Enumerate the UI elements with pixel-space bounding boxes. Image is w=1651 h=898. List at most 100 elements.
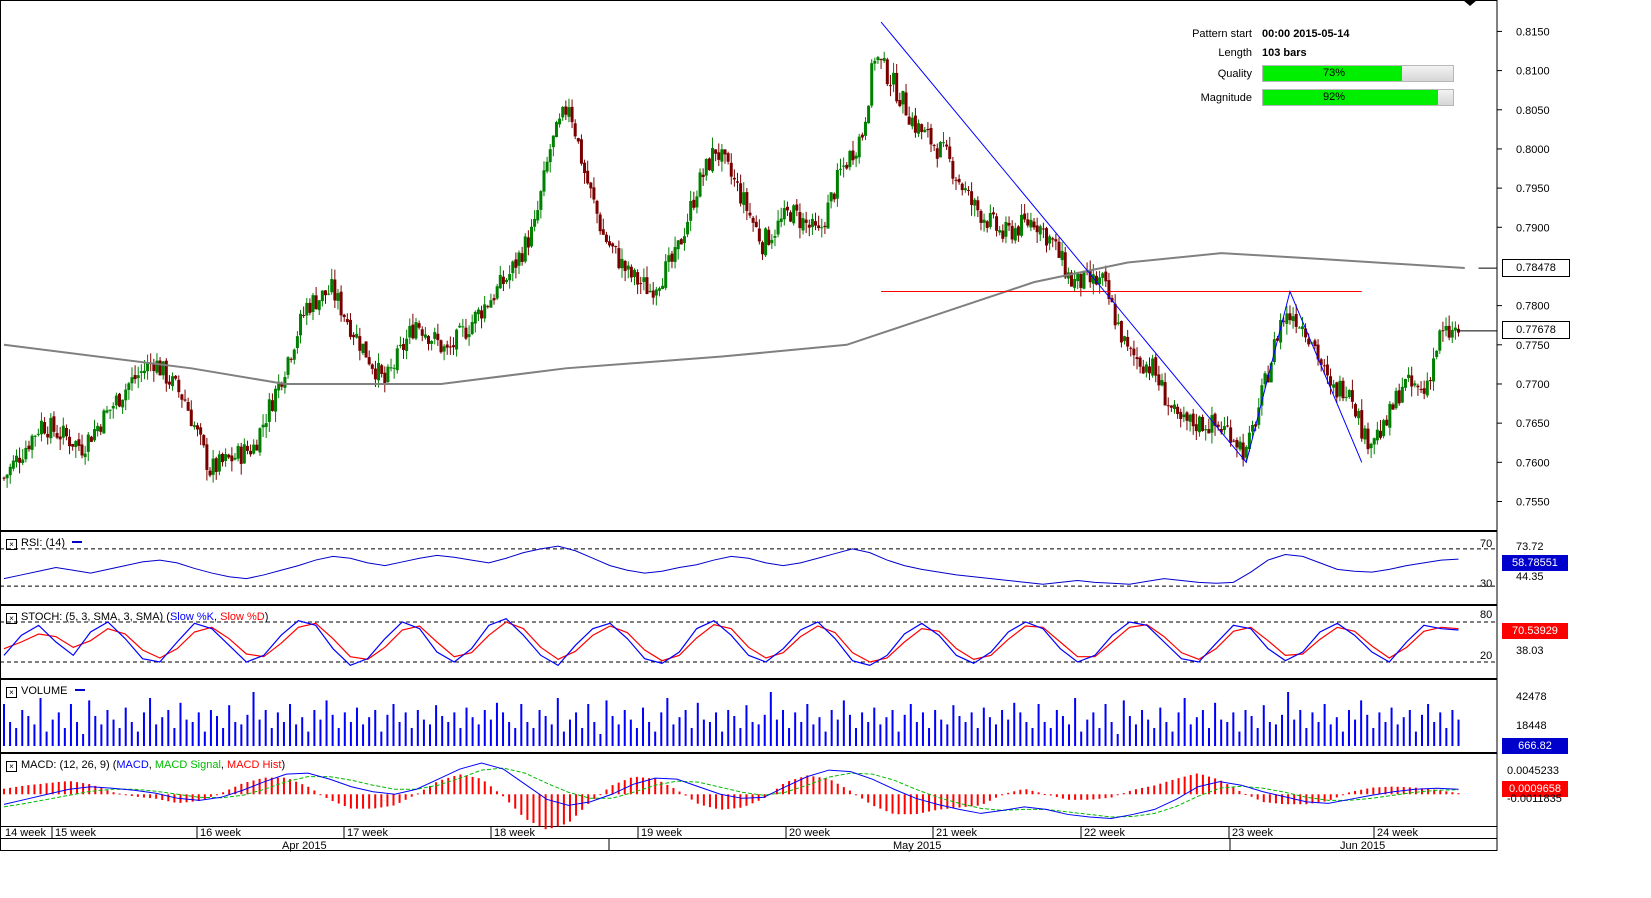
macd-hist-bar: [69, 781, 72, 795]
macd-hist-bar: [203, 794, 206, 799]
bear-candle: [564, 106, 568, 115]
volume-bar: [1098, 728, 1101, 746]
macd-value-tag: 0.0009658: [1502, 781, 1568, 797]
volume-bar: [1074, 698, 1077, 746]
macd-hist-bar: [903, 794, 906, 815]
bear-candle: [348, 319, 352, 337]
bear-candle: [46, 433, 50, 438]
x-week-label: 22 week: [1084, 827, 1125, 839]
volume-bar: [1165, 722, 1168, 746]
volume-bar: [118, 728, 121, 746]
macd-hist-bar: [118, 793, 121, 795]
volume-bar: [812, 724, 815, 746]
bear-candle: [1051, 238, 1055, 240]
bear-candle: [1391, 404, 1395, 410]
macd-hist-bar: [812, 776, 815, 795]
volume-bar: [654, 731, 657, 746]
volume-bar: [1256, 728, 1259, 746]
volume-bar: [264, 710, 267, 746]
volume-bar: [173, 728, 176, 746]
bull-candle: [442, 346, 446, 352]
macd-hist-bar: [1341, 794, 1344, 796]
macd-hist-bar: [556, 794, 559, 827]
bear-candle: [249, 450, 253, 455]
volume-bar: [684, 710, 687, 746]
macd-hist-bar: [51, 782, 54, 795]
x-month-label: May 2015: [893, 840, 941, 852]
bear-candle: [501, 276, 505, 285]
rsi-close-icon[interactable]: ×: [6, 539, 17, 550]
price-ytick-label: 0.8150: [1516, 26, 1550, 38]
bull-candle: [963, 188, 967, 191]
bull-candle: [1038, 226, 1042, 235]
macd-hist-legend: MACD Hist: [227, 759, 282, 771]
current-price-tag: 0.77678: [1502, 321, 1570, 339]
volume-bar: [289, 704, 292, 746]
macd-hist-bar: [63, 781, 66, 795]
bull-candle: [74, 441, 78, 447]
volume-bar: [575, 712, 578, 746]
bear-candle: [227, 454, 231, 458]
volume-bar: [1195, 717, 1198, 746]
bear-candle: [948, 146, 952, 159]
bull-candle: [1375, 429, 1379, 441]
bull-candle: [654, 289, 658, 296]
bear-candle: [807, 224, 811, 228]
volume-panel-frame: [0, 679, 1498, 753]
volume-bar: [1457, 719, 1460, 746]
volume-bar: [1238, 731, 1241, 746]
bear-candle: [1185, 412, 1189, 421]
bull-candle: [664, 261, 668, 288]
macd-hist-bar: [690, 794, 693, 800]
volume-bar: [106, 710, 109, 746]
bear-candle: [592, 187, 596, 200]
volume-bar: [1250, 716, 1253, 746]
macd-hist-bar: [617, 782, 620, 795]
volume-bar: [203, 731, 206, 746]
macd-hist-bar: [15, 786, 18, 795]
bear-candle: [907, 116, 911, 125]
macd-hist-bar: [550, 794, 553, 829]
bull-candle: [495, 286, 499, 299]
bear-candle: [314, 295, 318, 310]
bear-candle: [817, 225, 821, 229]
volume-bar: [1134, 724, 1137, 746]
macd-hist-bar: [313, 790, 316, 795]
macd-hist-bar: [1068, 794, 1071, 800]
stoch-close-icon[interactable]: ×: [6, 613, 17, 624]
bear-candle: [595, 200, 599, 214]
macd-hist-bar: [721, 794, 724, 810]
bear-candle: [732, 177, 736, 180]
bull-candle: [686, 221, 690, 235]
bear-candle: [1226, 425, 1230, 427]
bull-candle: [626, 265, 630, 270]
bull-candle: [1394, 390, 1398, 409]
volume-close-icon[interactable]: ×: [6, 687, 17, 698]
macd-hist-bar: [106, 790, 109, 795]
bull-candle: [505, 279, 509, 283]
bull-candle: [1263, 373, 1267, 385]
bear-candle: [189, 409, 193, 427]
macd-hist-bar: [100, 788, 103, 795]
volume-bar: [185, 719, 188, 746]
macd-hist-bar: [818, 777, 821, 795]
volume-bar: [301, 717, 304, 746]
bull-candle: [857, 136, 861, 158]
ma-price-tag: 0.78478: [1502, 259, 1570, 277]
volume-bar: [806, 704, 809, 746]
macd-hist-bar: [994, 794, 997, 798]
volume-bar: [696, 702, 699, 746]
macd-hist-bar: [9, 787, 12, 795]
volume-bar: [921, 712, 924, 746]
bear-candle: [692, 199, 696, 208]
macd-hist-bar: [1220, 780, 1223, 795]
macd-hist-bar: [642, 777, 645, 795]
macd-close-icon[interactable]: ×: [6, 761, 17, 772]
bear-candle: [1069, 272, 1073, 287]
bull-candle: [1123, 336, 1127, 342]
macd-hist-bar: [1207, 776, 1210, 795]
macd-hist-bar: [855, 794, 858, 796]
macd-hist-bar: [45, 783, 48, 795]
bear-candle: [339, 291, 343, 316]
macd-hist-bar: [1001, 794, 1004, 796]
